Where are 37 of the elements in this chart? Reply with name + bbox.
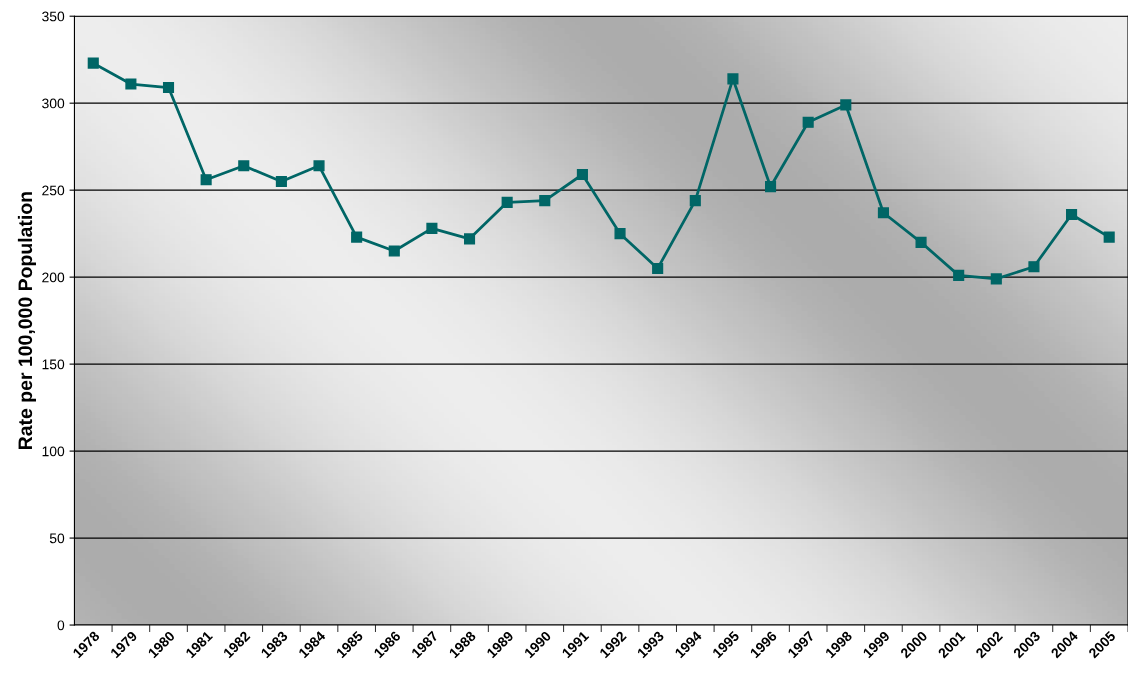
point <box>953 269 965 281</box>
point <box>840 99 852 111</box>
point <box>238 160 250 172</box>
point <box>576 168 588 181</box>
y-axis-title: Rate per 100,000 Population <box>17 192 36 449</box>
point <box>614 228 626 240</box>
point <box>87 57 99 69</box>
point <box>539 195 551 207</box>
y-tick-label: 0 <box>57 620 65 631</box>
point <box>1028 261 1040 273</box>
y-tick-label: 100 <box>42 446 65 457</box>
point <box>463 233 476 245</box>
point <box>388 245 400 257</box>
point <box>200 174 212 186</box>
point <box>426 222 438 234</box>
y-tick-label: 200 <box>42 272 65 283</box>
point <box>125 78 137 90</box>
point <box>915 236 927 248</box>
point <box>313 160 325 172</box>
point <box>162 81 175 94</box>
y-tick-label: 250 <box>42 185 65 196</box>
y-tick-label: 350 <box>42 11 65 22</box>
point <box>990 273 1002 285</box>
point <box>727 73 739 85</box>
point <box>275 175 287 188</box>
point <box>1103 231 1115 243</box>
y-tick-label: 150 <box>42 359 65 370</box>
point <box>1066 208 1078 221</box>
point <box>652 262 664 274</box>
point <box>877 207 889 219</box>
point <box>764 181 777 193</box>
point <box>501 196 513 208</box>
point <box>351 231 363 243</box>
y-tick-label: 50 <box>49 533 65 544</box>
y-tick-label: 300 <box>42 98 65 109</box>
point <box>802 116 814 128</box>
point <box>689 195 701 207</box>
